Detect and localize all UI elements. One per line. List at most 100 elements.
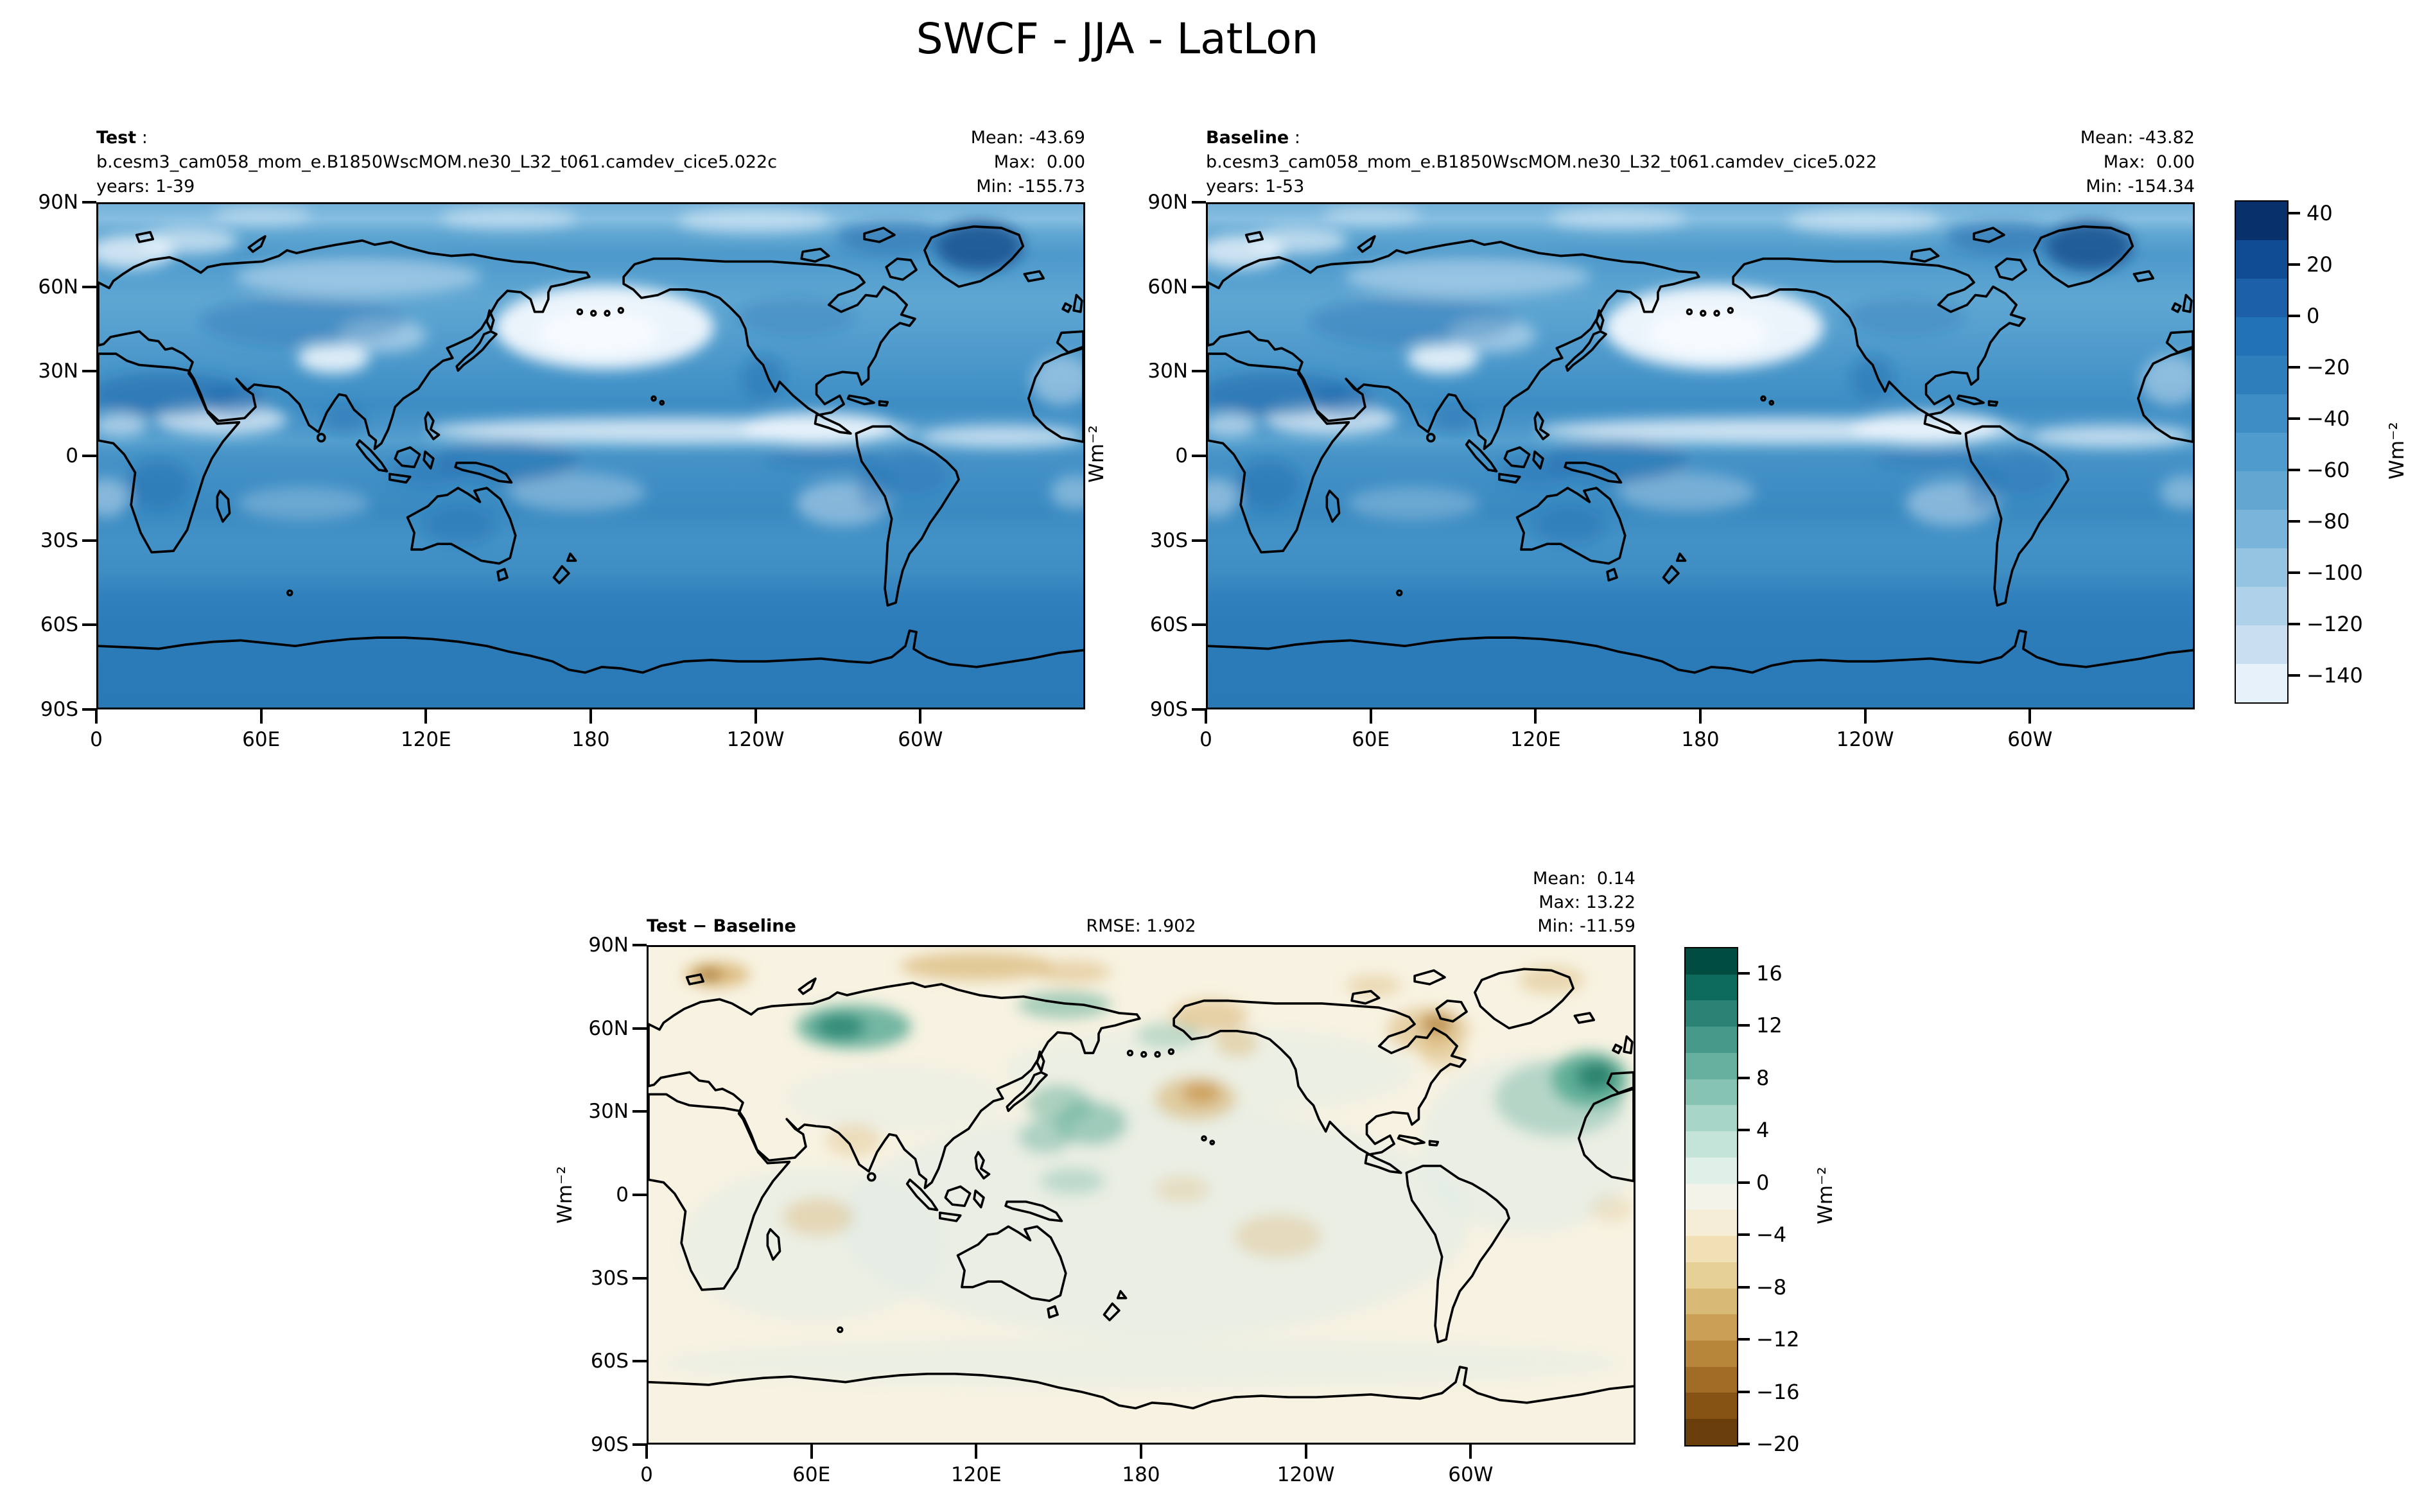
test-lat-tick — [82, 708, 96, 711]
baseline-map-svg — [1208, 204, 2193, 708]
test-lat-tick — [82, 455, 96, 457]
baseline-lon-label: 120E — [1510, 728, 1561, 751]
baseline-lon-tick — [1534, 709, 1537, 724]
diff-lat-tick — [632, 1110, 647, 1113]
main-colorbar-tick-label: 40 — [2307, 201, 2333, 225]
test-lat-label: 60S — [40, 613, 78, 637]
diff-colorbar-segment — [1686, 1157, 1737, 1184]
diff-lat-tick — [632, 944, 647, 946]
baseline-lon-tick — [1369, 709, 1372, 724]
diff-label: Test − Baseline — [647, 916, 796, 936]
diff-lat-label: 30N — [588, 1100, 629, 1124]
diff-lon-tick — [1304, 1445, 1307, 1459]
main-colorbar-tick — [2287, 520, 2300, 523]
main-colorbar-tick — [2287, 674, 2300, 677]
baseline-lat-tick — [1192, 370, 1206, 373]
diff-colorbar-units: Wm⁻² — [1814, 1167, 1837, 1224]
diff-lon-tick — [810, 1445, 813, 1459]
diff-lat-label: 60S — [590, 1350, 629, 1373]
test-lon-label: 0 — [90, 728, 103, 751]
diff-lon-tick — [1469, 1445, 1472, 1459]
diff-colorbar — [1684, 947, 1738, 1447]
test-lat-label: 90S — [40, 698, 78, 721]
main-colorbar-segment — [2236, 664, 2287, 702]
diff-colorbar-tick-label: 4 — [1756, 1118, 1770, 1143]
baseline-lat-label: 90S — [1149, 698, 1188, 721]
diff-colorbar-tick-label: 8 — [1756, 1065, 1770, 1090]
main-colorbar-tick-label: −80 — [2307, 509, 2350, 534]
main-colorbar-tick — [2287, 315, 2300, 317]
diff-colorbar-tick — [1737, 1285, 1750, 1289]
diff-max: Max: 13.22 — [1539, 892, 1635, 912]
diff-colorbar-segment — [1686, 1000, 1737, 1027]
test-mean: Mean: -43.69 — [970, 128, 1085, 148]
figure-title: SWCF - JJA - LatLon — [916, 14, 1319, 64]
main-colorbar-tick-label: 20 — [2307, 252, 2333, 277]
main-colorbar-segment — [2236, 356, 2287, 394]
diff-colorbar-tick — [1737, 1390, 1750, 1393]
diff-colorbar-segment — [1686, 1027, 1737, 1053]
main-colorbar — [2235, 200, 2289, 704]
diff-colorbar-segment — [1686, 1236, 1737, 1262]
diff-colorbar-segment — [1686, 1366, 1737, 1393]
main-colorbar-segment — [2236, 548, 2287, 587]
main-colorbar-segment — [2236, 625, 2287, 664]
test-lon-tick — [424, 709, 428, 724]
test-min: Min: -155.73 — [976, 177, 1085, 196]
diff-colorbar-tick — [1737, 1181, 1750, 1184]
diff-lat-label: 60N — [588, 1016, 629, 1040]
test-lon-label: 120W — [726, 728, 785, 751]
baseline-lon-tick — [2028, 709, 2032, 724]
diff-colorbar-segment — [1686, 1419, 1737, 1445]
diff-colorbar-segment — [1686, 1183, 1737, 1210]
diff-lat-label: 30S — [590, 1266, 629, 1290]
test-lon-tick — [259, 709, 263, 724]
diff-colorbar-segment — [1686, 1079, 1737, 1106]
diff-colorbar-segment — [1686, 974, 1737, 1001]
test-lon-label: 60W — [898, 728, 943, 751]
diff-mean: Mean: 0.14 — [1533, 869, 1635, 889]
diff-lat-tick — [632, 1443, 647, 1446]
test-lat-tick — [82, 623, 96, 627]
baseline-lon-label: 60E — [1352, 728, 1390, 751]
main-colorbar-segment — [2236, 587, 2287, 625]
baseline-ylabel-units: Wm⁻² — [1085, 425, 1108, 483]
diff-lon-tick — [1140, 1445, 1142, 1459]
baseline-mean: Mean: -43.82 — [2080, 128, 2195, 148]
main-colorbar-tick-label: −20 — [2307, 355, 2350, 379]
baseline-label: Baseline : — [1206, 128, 1300, 148]
test-map-svg — [98, 204, 1083, 708]
main-colorbar-tick — [2287, 366, 2300, 369]
diff-colorbar-tick — [1737, 1076, 1750, 1079]
main-colorbar-tick-label: −100 — [2307, 560, 2363, 585]
baseline-lat-label: 0 — [1175, 444, 1188, 467]
test-label: Test : — [96, 128, 148, 148]
main-colorbar-segment — [2236, 433, 2287, 471]
diff-colorbar-tick-label: −4 — [1756, 1222, 1787, 1247]
diff-lon-label: 120W — [1277, 1463, 1335, 1486]
diff-colorbar-segment — [1686, 1341, 1737, 1367]
diff-colorbar-tick-label: 12 — [1756, 1013, 1783, 1038]
baseline-lat-label: 30S — [1149, 528, 1188, 552]
main-colorbar-segment — [2236, 317, 2287, 356]
main-colorbar-segment — [2236, 394, 2287, 433]
main-colorbar-tick-label: −140 — [2307, 663, 2363, 688]
baseline-map — [1206, 202, 2195, 709]
baseline-lat-tick — [1192, 623, 1206, 627]
test-lon-tick — [919, 709, 922, 724]
main-colorbar-segment — [2236, 510, 2287, 548]
diff-lat-label: 90S — [590, 1433, 629, 1456]
diff-colorbar-segment — [1686, 1288, 1737, 1315]
main-colorbar-segment — [2236, 279, 2287, 317]
diff-colorbar-tick — [1737, 1338, 1750, 1341]
main-colorbar-segment — [2236, 471, 2287, 510]
diff-lat-tick — [632, 1027, 647, 1030]
baseline-lon-label: 180 — [1681, 728, 1720, 751]
baseline-min: Min: -154.34 — [2086, 177, 2195, 196]
diff-min: Min: -11.59 — [1537, 916, 1635, 936]
baseline-years: years: 1-53 — [1206, 177, 1305, 196]
diff-colorbar-tick — [1737, 1443, 1750, 1445]
diff-colorbar-segment — [1686, 1393, 1737, 1420]
test-lon-label: 180 — [571, 728, 610, 751]
